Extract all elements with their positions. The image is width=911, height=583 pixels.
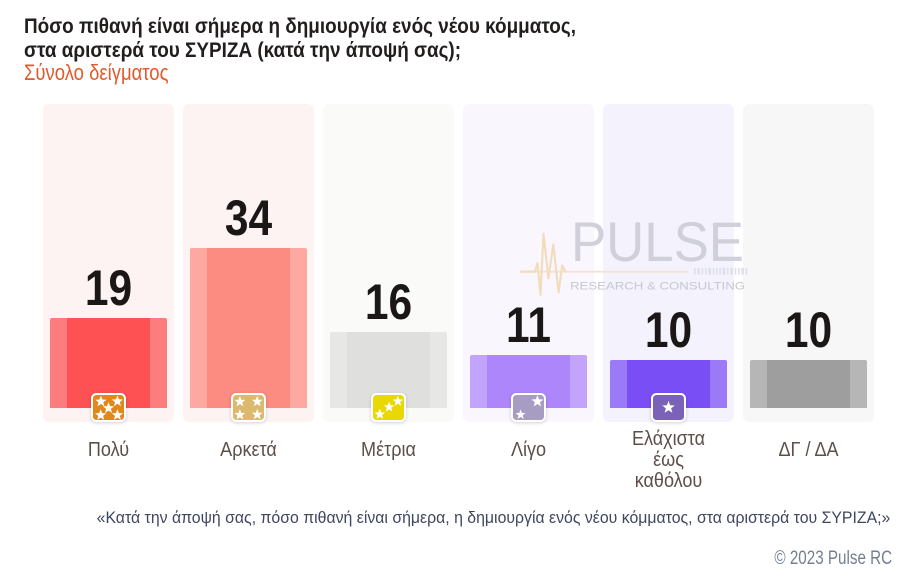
svg-text:PULSE: PULSE: [571, 211, 744, 273]
svg-text:RESEARCH & CONSULTING: RESEARCH & CONSULTING: [570, 281, 745, 293]
